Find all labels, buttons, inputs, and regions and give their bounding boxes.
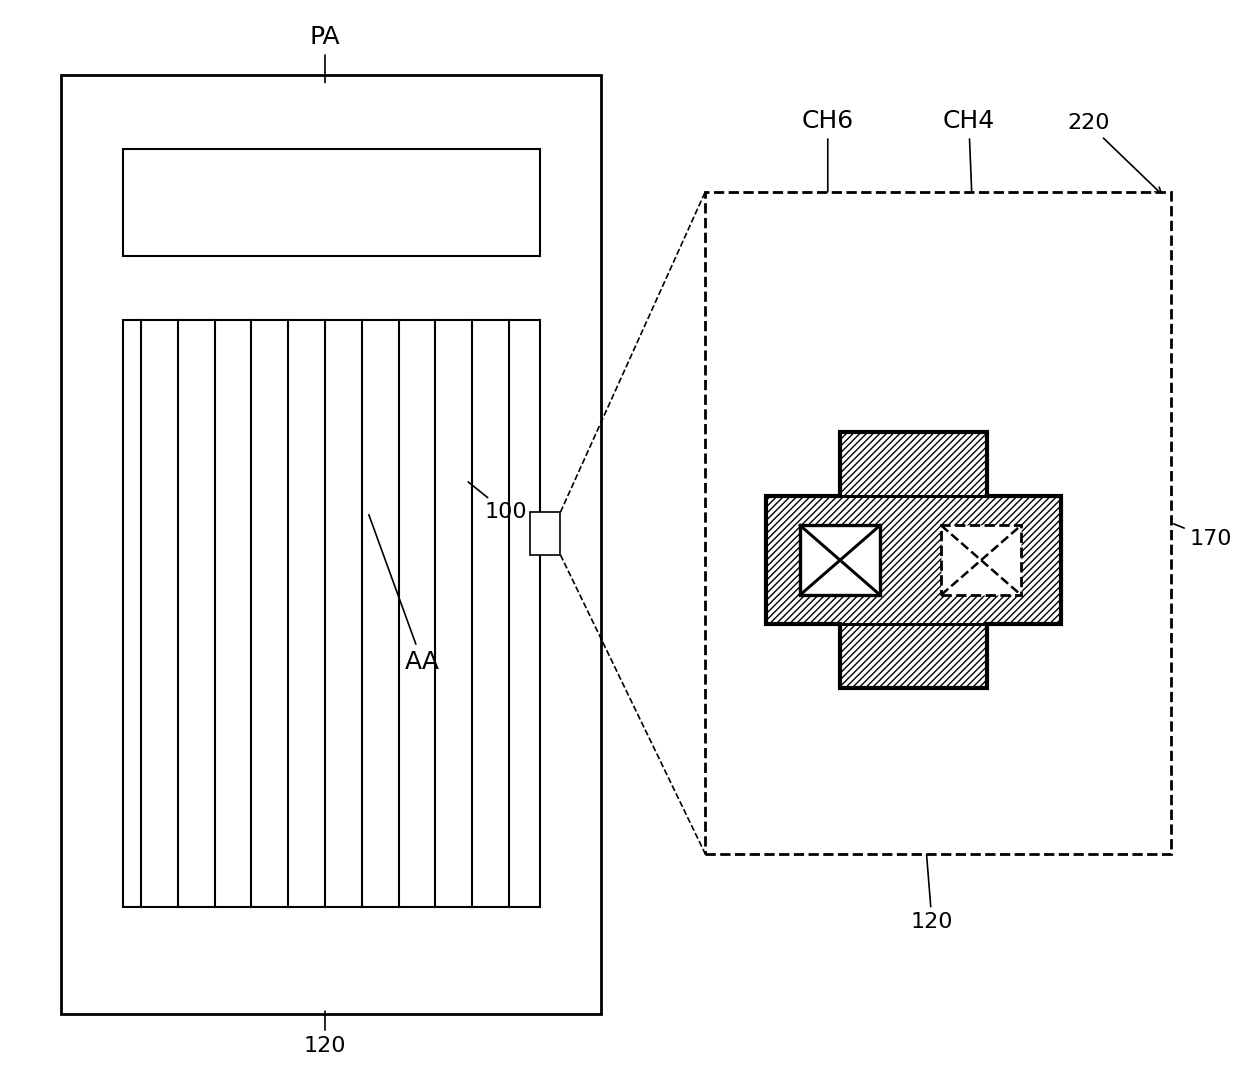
- Text: 120: 120: [304, 1012, 346, 1055]
- Text: 120: 120: [910, 697, 954, 933]
- Bar: [61, 75, 601, 1014]
- Bar: [800, 525, 880, 595]
- Text: CH4: CH4: [942, 110, 994, 418]
- Text: AA: AA: [368, 514, 440, 673]
- Text: 220: 220: [1066, 113, 1162, 194]
- Bar: [839, 432, 987, 496]
- Text: 100: 100: [469, 482, 527, 522]
- Bar: [839, 624, 987, 688]
- Bar: [941, 525, 1021, 595]
- Text: 170: 170: [1174, 524, 1233, 548]
- Bar: [706, 192, 1171, 854]
- Bar: [123, 320, 539, 907]
- Text: CH6: CH6: [801, 110, 854, 418]
- Bar: [529, 512, 560, 555]
- Text: PA: PA: [310, 26, 340, 82]
- Bar: [766, 496, 1060, 624]
- Bar: [123, 149, 539, 256]
